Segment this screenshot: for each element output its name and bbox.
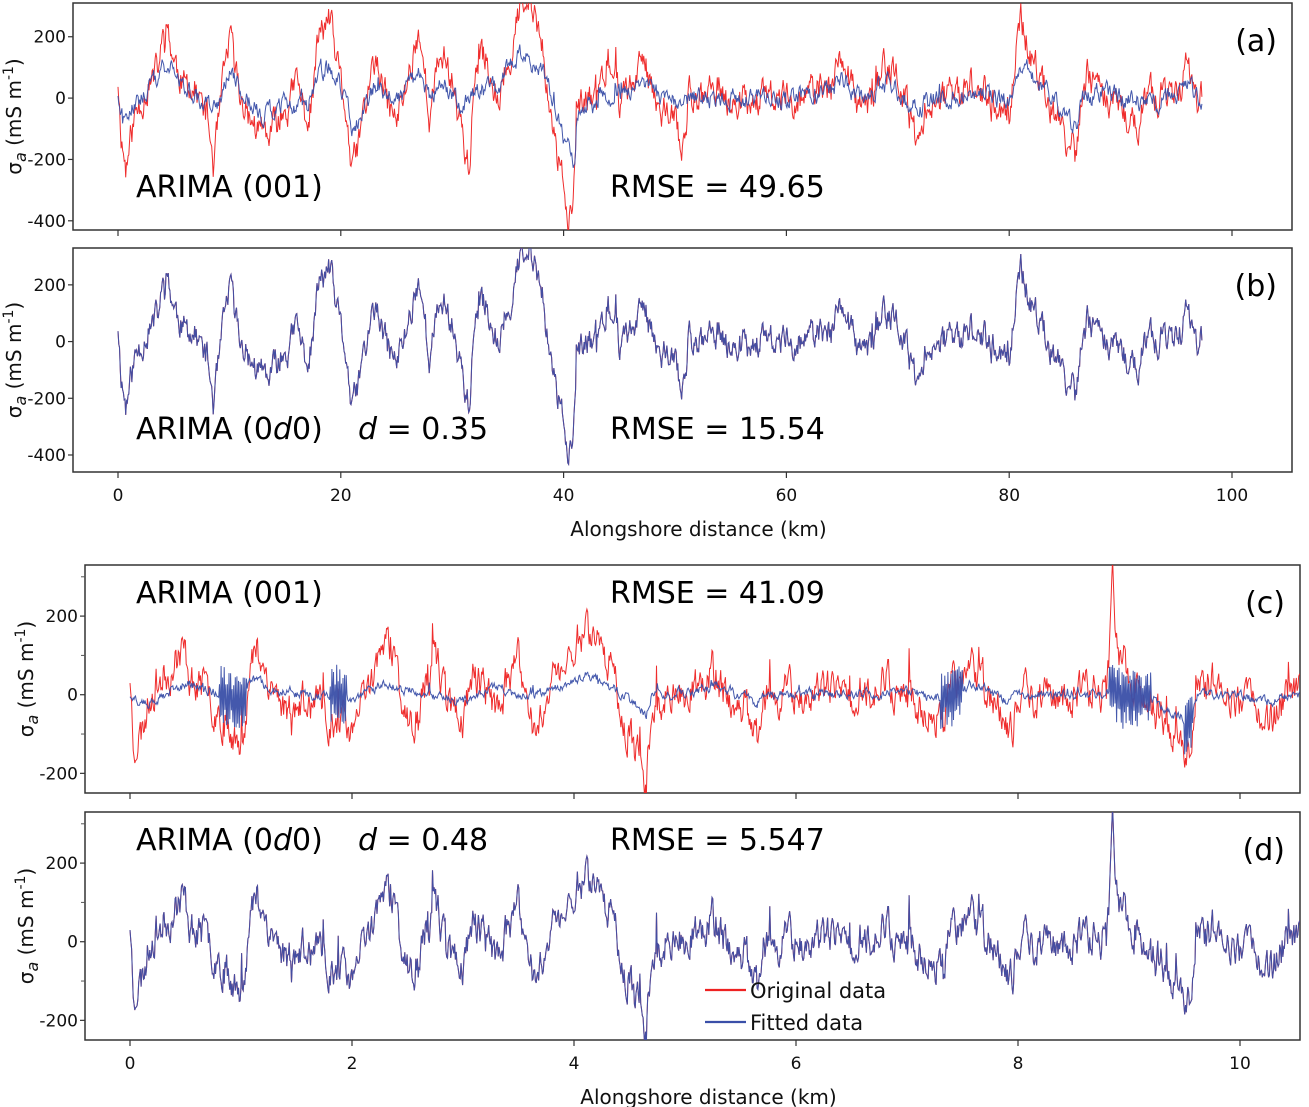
series-line-fitted bbox=[129, 664, 1300, 755]
series-group bbox=[117, 248, 1203, 467]
italic-d: d bbox=[273, 412, 293, 447]
unit-close: ) bbox=[14, 621, 38, 629]
rmse-label: RMSE = 49.65 bbox=[610, 170, 825, 205]
model-label: ARIMA (001) bbox=[136, 170, 323, 205]
sigma-subscript: a bbox=[23, 962, 42, 972]
x-tick-label: 10 bbox=[1229, 1054, 1251, 1074]
unit-text: (mS m bbox=[2, 80, 26, 152]
panel-d: -200 0 200 0 2 4 6 8 10 σa (mS m-1) Alongshore dis… bbox=[13, 811, 1301, 1107]
legend: Original data Fitted data bbox=[705, 979, 886, 1035]
x-tick-label: 80 bbox=[998, 486, 1020, 506]
unit-superscript: -1 bbox=[13, 876, 29, 890]
model-label: ARIMA (0d0) bbox=[136, 823, 323, 858]
x-tick-label: 100 bbox=[1216, 486, 1248, 506]
plot-frame bbox=[84, 811, 1301, 1041]
plot-frame bbox=[84, 564, 1301, 794]
unit-superscript: -1 bbox=[1, 310, 17, 324]
series-line-original bbox=[129, 565, 1300, 793]
y-tick-label: 200 bbox=[34, 28, 66, 48]
series-line-fitted bbox=[117, 44, 1203, 168]
x-tick-label: 8 bbox=[1013, 1054, 1024, 1074]
unit-superscript: -1 bbox=[13, 629, 29, 643]
italic-d: d bbox=[358, 412, 378, 447]
series-group bbox=[117, 3, 1203, 230]
unit-text: (mS m bbox=[14, 643, 38, 715]
unit-close: ) bbox=[2, 58, 26, 66]
y-tick-label: 0 bbox=[55, 89, 66, 109]
model-label: ARIMA (0d0) bbox=[136, 412, 323, 447]
y-tick-label: 0 bbox=[67, 686, 78, 706]
panel-b: -400 -200 0 200 0 20 40 60 80 100 σa (mS m-1) Along… bbox=[1, 247, 1293, 541]
y-axis-title: σa (mS m-1) bbox=[1, 58, 30, 174]
y-tick-label: -400 bbox=[27, 212, 66, 232]
panel-label: (b) bbox=[1235, 269, 1277, 304]
x-tick-label: 6 bbox=[791, 1054, 802, 1074]
unit-superscript: -1 bbox=[1, 66, 17, 80]
x-tick-label: 60 bbox=[776, 486, 798, 506]
plot-frame bbox=[72, 247, 1293, 473]
panel-label: (d) bbox=[1243, 833, 1285, 868]
x-tick-label: 0 bbox=[125, 1054, 136, 1074]
panel-label: (c) bbox=[1245, 586, 1285, 621]
series-line-original bbox=[117, 3, 1203, 230]
y-tick-label: 0 bbox=[55, 333, 66, 353]
sigma-symbol: σ bbox=[14, 724, 38, 737]
y-tick-label: -400 bbox=[27, 446, 66, 466]
rmse-label: RMSE = 5.547 bbox=[610, 823, 825, 858]
italic-d: d bbox=[358, 823, 378, 858]
y-tick-label: -200 bbox=[39, 764, 78, 784]
y-tick-label: 0 bbox=[67, 933, 78, 953]
y-tick-label: -200 bbox=[27, 389, 66, 409]
y-tick-label: 200 bbox=[34, 276, 66, 296]
rmse-label: RMSE = 15.54 bbox=[610, 412, 825, 447]
y-tick-label: -200 bbox=[39, 1011, 78, 1031]
sigma-symbol: σ bbox=[2, 405, 26, 418]
series-group bbox=[129, 565, 1300, 793]
model-label: ARIMA (001) bbox=[136, 576, 323, 611]
legend-label-original: Original data bbox=[750, 979, 886, 1003]
series-group bbox=[129, 812, 1300, 1040]
sigma-subscript: a bbox=[11, 396, 30, 406]
legend-label-fitted: Fitted data bbox=[750, 1011, 863, 1035]
sigma-subscript: a bbox=[23, 715, 42, 725]
y-axis-title: σa (mS m-1) bbox=[13, 868, 42, 984]
x-tick-label: 40 bbox=[553, 486, 575, 506]
sigma-subscript: a bbox=[11, 152, 30, 162]
x-tick-label: 0 bbox=[113, 486, 124, 506]
y-axis-title: σa (mS m-1) bbox=[13, 621, 42, 737]
x-tick-label: 20 bbox=[330, 486, 352, 506]
d-value-label: d = 0.35 bbox=[358, 412, 488, 447]
y-tick-label: -200 bbox=[27, 150, 66, 170]
panel-label: (a) bbox=[1235, 24, 1277, 59]
italic-d: d bbox=[273, 823, 293, 858]
x-axis-title: Alongshore distance (km) bbox=[580, 1085, 836, 1107]
unit-text: (mS m bbox=[2, 324, 26, 396]
sigma-symbol: σ bbox=[14, 971, 38, 984]
unit-close: ) bbox=[14, 868, 38, 876]
d-value-label: d = 0.48 bbox=[358, 823, 488, 858]
unit-close: ) bbox=[2, 302, 26, 310]
sigma-symbol: σ bbox=[2, 162, 26, 175]
rmse-label: RMSE = 41.09 bbox=[610, 576, 825, 611]
y-tick-label: 200 bbox=[46, 854, 78, 874]
plot-frame bbox=[72, 2, 1293, 231]
y-axis-title: σa (mS m-1) bbox=[1, 302, 30, 418]
x-axis-title: Alongshore distance (km) bbox=[570, 517, 826, 541]
x-tick-label: 2 bbox=[347, 1054, 358, 1074]
unit-text: (mS m bbox=[14, 890, 38, 962]
x-tick-label: 4 bbox=[569, 1054, 580, 1074]
series-line-fitted bbox=[129, 812, 1300, 1040]
y-tick-label: 200 bbox=[46, 607, 78, 627]
series-line-fitted bbox=[117, 248, 1203, 467]
